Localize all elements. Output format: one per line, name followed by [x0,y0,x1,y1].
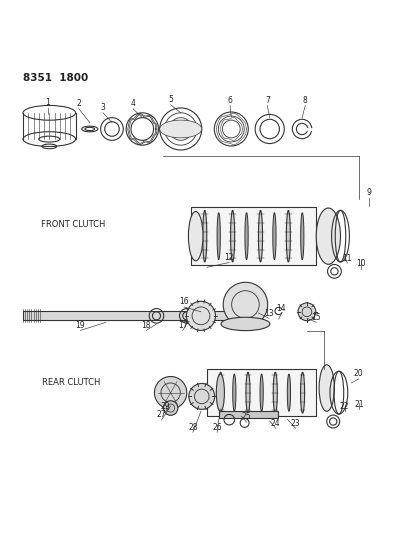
Text: 28: 28 [188,423,197,432]
Text: 18: 18 [141,321,151,329]
Text: 20: 20 [353,369,363,378]
Text: 21: 21 [354,400,363,408]
Ellipse shape [188,212,202,261]
Text: 26: 26 [212,423,221,432]
Ellipse shape [244,213,247,260]
Ellipse shape [216,374,224,411]
Ellipse shape [216,213,220,260]
Text: 4: 4 [130,99,135,108]
Text: 9: 9 [366,188,370,197]
Text: 29: 29 [160,402,170,411]
Text: 24: 24 [270,418,280,427]
Ellipse shape [218,372,222,413]
Ellipse shape [285,211,290,262]
Text: 27: 27 [156,410,166,419]
Text: 7: 7 [264,96,269,105]
Text: 8351  1800: 8351 1800 [23,74,88,84]
Text: 19: 19 [75,321,85,329]
Text: 2: 2 [76,99,81,108]
Bar [23,311,229,320]
Ellipse shape [318,365,334,411]
Text: 3: 3 [100,103,105,112]
Text: 13: 13 [263,309,273,318]
Text: 17: 17 [178,321,187,329]
Text: 10: 10 [355,259,365,268]
Text: FRONT CLUTCH: FRONT CLUTCH [41,220,106,229]
Text: 8: 8 [302,96,307,105]
Ellipse shape [287,374,290,411]
Text: 11: 11 [342,254,351,263]
Ellipse shape [300,213,303,260]
Ellipse shape [160,120,201,138]
Bar [207,369,315,416]
Text: 25: 25 [241,413,251,422]
Ellipse shape [272,213,275,260]
Bar [219,411,277,418]
Ellipse shape [222,282,267,327]
Ellipse shape [202,211,206,262]
Ellipse shape [220,317,269,330]
Text: 15: 15 [311,312,320,321]
Ellipse shape [258,211,262,262]
Ellipse shape [230,211,234,262]
Ellipse shape [300,372,304,413]
Ellipse shape [272,372,276,413]
Circle shape [297,303,315,321]
Bar [190,207,315,265]
Ellipse shape [315,208,339,264]
Text: 12: 12 [224,253,234,262]
Text: 6: 6 [227,96,232,105]
Text: 23: 23 [290,418,300,427]
Circle shape [189,383,214,409]
Text: 5: 5 [168,95,173,104]
Ellipse shape [186,301,215,330]
Ellipse shape [232,374,235,411]
Circle shape [163,401,178,415]
Text: 14: 14 [276,304,285,313]
Ellipse shape [154,376,187,409]
Text: 1: 1 [45,98,50,107]
Text: 16: 16 [179,297,188,306]
Text: 22: 22 [339,401,348,410]
Text: REAR CLUTCH: REAR CLUTCH [42,378,101,387]
Ellipse shape [245,372,249,413]
Ellipse shape [259,374,263,411]
